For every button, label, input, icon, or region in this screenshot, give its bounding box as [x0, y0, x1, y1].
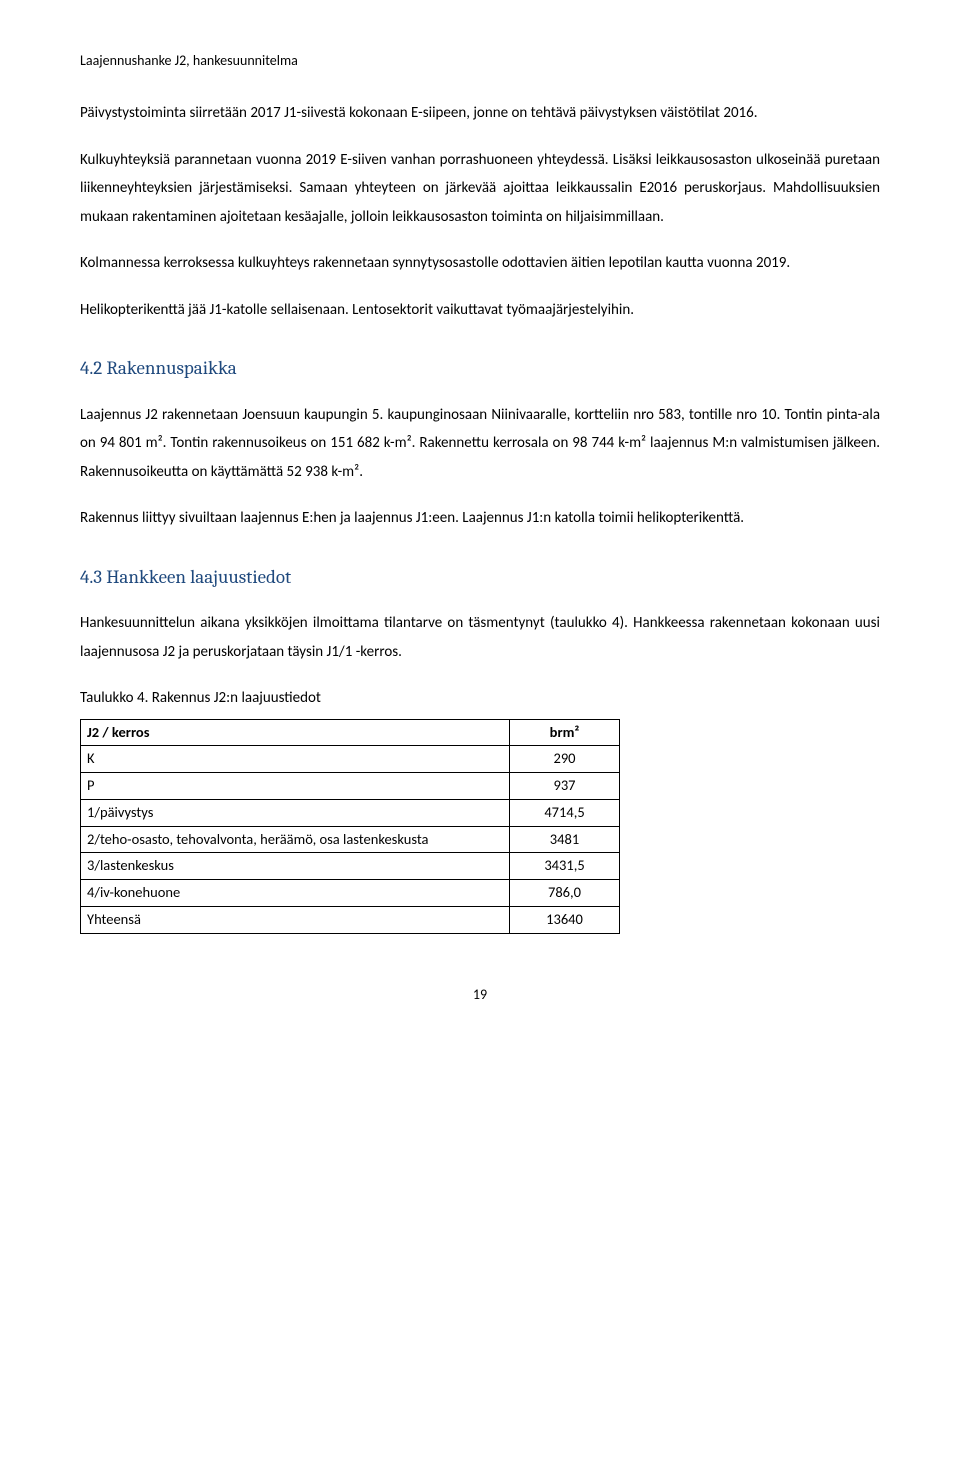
table-row: 3/lastenkeskus 3431,5: [81, 853, 620, 880]
table-cell-label: 3/lastenkeskus: [81, 853, 510, 880]
table-cell-value: 937: [510, 773, 620, 800]
paragraph-3: Kolmannessa kerroksessa kulkuyhteys rake…: [80, 249, 880, 278]
table-cell-label: Yhteensä: [81, 906, 510, 933]
table-row: P 937: [81, 773, 620, 800]
table-header-row: J2 / kerros brm²: [81, 719, 620, 746]
section1-p2: Rakennus liittyy sivuiltaan laajennus E:…: [80, 504, 880, 533]
table-cell-value: 13640: [510, 906, 620, 933]
paragraph-2: Kulkuyhteyksiä parannetaan vuonna 2019 E…: [80, 146, 880, 232]
page-number: 19: [80, 984, 880, 1005]
table-row: 1/päivystys 4714,5: [81, 799, 620, 826]
section1-p1: Laajennus J2 rakennetaan Joensuun kaupun…: [80, 401, 880, 487]
laajuustiedot-table: J2 / kerros brm² K 290 P 937 1/päivystys…: [80, 719, 620, 934]
table-row: 4/iv-konehuone 786,0: [81, 880, 620, 907]
table-cell-value: 4714,5: [510, 799, 620, 826]
page-header: Laajennushanke J2, hankesuunnitelma: [80, 50, 880, 71]
table-row: K 290: [81, 746, 620, 773]
table-cell-label: P: [81, 773, 510, 800]
table-cell-value: 786,0: [510, 880, 620, 907]
paragraph-1: Päivystystoiminta siirretään 2017 J1-sii…: [80, 99, 880, 128]
table-cell-value: 290: [510, 746, 620, 773]
section2-p1: Hankesuunnittelun aikana yksikköjen ilmo…: [80, 609, 880, 666]
section-heading-rakennuspaikka: 4.2 Rakennuspaikka: [80, 354, 880, 383]
table-cell-label: K: [81, 746, 510, 773]
table-header-brm: brm²: [510, 719, 620, 746]
table-header-kerros: J2 / kerros: [81, 719, 510, 746]
table-cell-value: 3431,5: [510, 853, 620, 880]
table-cell-label: 2/teho-osasto, tehovalvonta, heräämö, os…: [81, 826, 510, 853]
table-cell-label: 1/päivystys: [81, 799, 510, 826]
table-cell-label: 4/iv-konehuone: [81, 880, 510, 907]
section-heading-laajuustiedot: 4.3 Hankkeen laajuustiedot: [80, 563, 880, 592]
table-cell-value: 3481: [510, 826, 620, 853]
table-row: 2/teho-osasto, tehovalvonta, heräämö, os…: [81, 826, 620, 853]
table-row: Yhteensä 13640: [81, 906, 620, 933]
paragraph-4: Helikopterikenttä jää J1-katolle sellais…: [80, 296, 880, 325]
table-caption: Taulukko 4. Rakennus J2:n laajuustiedot: [80, 684, 880, 713]
